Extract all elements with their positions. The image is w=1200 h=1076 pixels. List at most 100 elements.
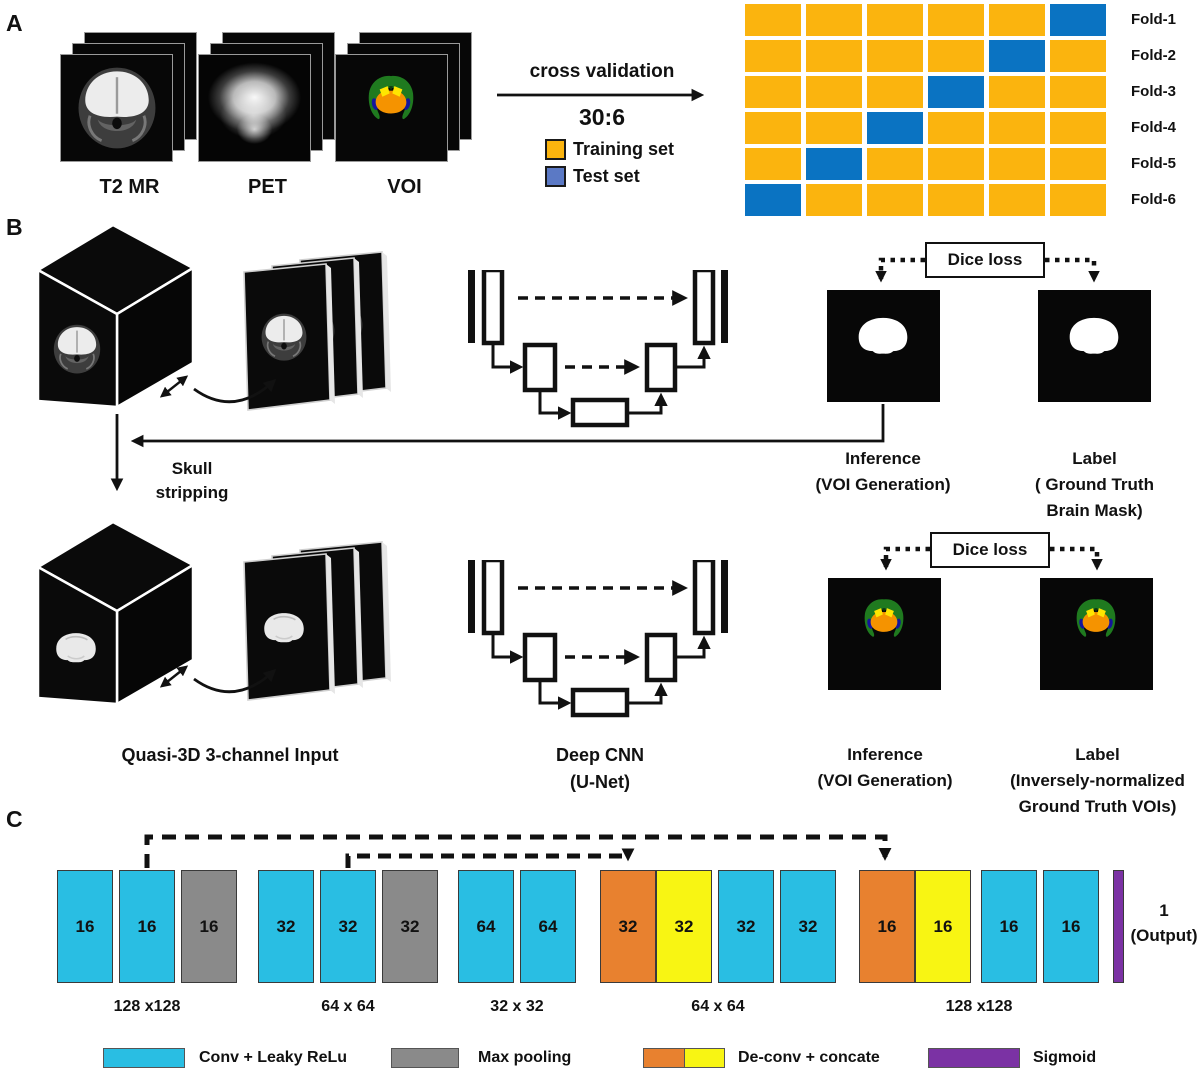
- train-cell: [867, 4, 923, 36]
- conv-legend-swatch: [103, 1048, 185, 1068]
- mr-slice-graphic: [77, 66, 157, 150]
- inference-caption-line1: Inference: [847, 745, 923, 764]
- fold-label: Fold-5: [1131, 155, 1176, 172]
- test-set-legend: Test set: [545, 166, 640, 187]
- size-label: 64 x 64: [691, 998, 745, 1015]
- train-cell: [989, 112, 1045, 144]
- inference-caption-top: Inference (VOI Generation): [798, 446, 968, 498]
- train-cell: [1050, 40, 1106, 72]
- train-cell: [806, 184, 862, 216]
- skull-stripping-line1: Skull: [171, 459, 213, 478]
- inference-feedback-arrow: [130, 404, 885, 448]
- panel-c-label: C: [6, 806, 23, 832]
- train-cell: [989, 184, 1045, 216]
- skull-stripping-caption: Skull stripping: [112, 457, 272, 505]
- deconv-block: 16: [859, 870, 915, 983]
- cnn-caption: Deep CNN (U-Net): [525, 742, 675, 796]
- train-cell: [745, 76, 801, 108]
- conv-block: 32: [320, 870, 376, 983]
- inference-caption-line2: (VOI Generation): [815, 475, 951, 494]
- fold-label: Fold-3: [1131, 83, 1176, 100]
- pet-image: [198, 54, 311, 162]
- input-caption: Quasi-3D 3-channel Input: [121, 745, 339, 765]
- output-caption-line1: 1: [1159, 901, 1169, 920]
- mr-slice-stack: [243, 251, 391, 411]
- cnn-caption-line1: Deep CNN: [555, 745, 644, 765]
- train-cell: [806, 76, 862, 108]
- t2-mr-image: [60, 54, 173, 162]
- voi-label: VOI: [387, 176, 422, 198]
- train-cell: [867, 148, 923, 180]
- train-cell: [806, 40, 862, 72]
- label-caption-top: Label ( Ground Truth Brain Mask): [1007, 446, 1182, 524]
- maxpool-block: 32: [382, 870, 438, 983]
- conv-block: 16: [1043, 870, 1099, 983]
- train-cell: [1050, 148, 1106, 180]
- inference-caption-bottom: Inference (VOI Generation): [800, 742, 970, 794]
- inference-mask-image: [827, 290, 940, 402]
- train-cell: [928, 184, 984, 216]
- dice-loss-box-bottom: Dice loss: [930, 532, 1050, 568]
- voi-image: [335, 54, 448, 162]
- fold-label: Fold-1: [1131, 11, 1176, 28]
- train-cell: [745, 112, 801, 144]
- label-caption-line3: Ground Truth VOIs): [1018, 797, 1177, 816]
- slicing-swing-arrow: [148, 652, 288, 712]
- mr-volume-cube: [36, 223, 195, 409]
- train-cell: [989, 4, 1045, 36]
- train-cell: [867, 184, 923, 216]
- size-label: 32 x 32: [490, 998, 544, 1015]
- test-cell: [745, 184, 801, 216]
- pet-label: PET: [248, 176, 287, 198]
- dice-dotted-right-bottom: [1050, 546, 1103, 571]
- maxpool-legend-label: Max pooling: [478, 1049, 572, 1066]
- label-caption-line3: Brain Mask): [1046, 501, 1143, 520]
- training-set-label: Training set: [573, 139, 675, 159]
- train-cell: [867, 40, 923, 72]
- inference-caption-line1: Inference: [845, 449, 921, 468]
- fold-labels: Fold-1 Fold-2 Fold-3 Fold-4 Fold-5 Fold-…: [1131, 4, 1176, 220]
- conv-block: 16: [57, 870, 113, 983]
- test-set-swatch: [545, 166, 566, 187]
- conv-block: 32: [718, 870, 774, 983]
- panel-b-label: B: [6, 214, 23, 240]
- dice-loss-box-top: Dice loss: [925, 242, 1045, 278]
- train-cell: [745, 148, 801, 180]
- conv-block: 16: [119, 870, 175, 983]
- conv-block: 32: [258, 870, 314, 983]
- size-label: 128 x128: [113, 998, 181, 1015]
- train-cell: [989, 76, 1045, 108]
- output-caption-line2: (Output): [1130, 926, 1198, 945]
- fold-grid: [745, 4, 1106, 216]
- concat-block: 16: [915, 870, 971, 983]
- concat-block: 32: [656, 870, 712, 983]
- train-cell: [806, 112, 862, 144]
- fold-label: Fold-4: [1131, 119, 1176, 136]
- ground-truth-voi-image: [1040, 578, 1153, 690]
- sigmoid-block: [1113, 870, 1124, 983]
- conv-block: 32: [780, 870, 836, 983]
- output-caption: 1 (Output): [1128, 898, 1200, 948]
- dice-dotted-right-top: [1045, 257, 1100, 283]
- panel-a-label: A: [6, 10, 23, 36]
- training-set-swatch: [545, 139, 566, 160]
- maxpool-block: 16: [181, 870, 237, 983]
- conv-block: 64: [520, 870, 576, 983]
- t2-mr-stack: [60, 32, 199, 165]
- test-cell: [806, 148, 862, 180]
- train-cell: [989, 148, 1045, 180]
- train-cell: [1050, 76, 1106, 108]
- fold-label: Fold-6: [1131, 191, 1176, 208]
- test-cell: [928, 76, 984, 108]
- skip-connection-64: [345, 848, 635, 868]
- sigmoid-legend-swatch: [928, 1048, 1020, 1068]
- split-ratio: 30:6: [578, 104, 626, 130]
- deconv-legend-label: De-conv + concate: [738, 1049, 880, 1066]
- size-label: 64 x 64: [321, 998, 375, 1015]
- conv-block: 64: [458, 870, 514, 983]
- train-cell: [1050, 112, 1106, 144]
- pet-stack: [198, 32, 337, 165]
- train-cell: [1050, 184, 1106, 216]
